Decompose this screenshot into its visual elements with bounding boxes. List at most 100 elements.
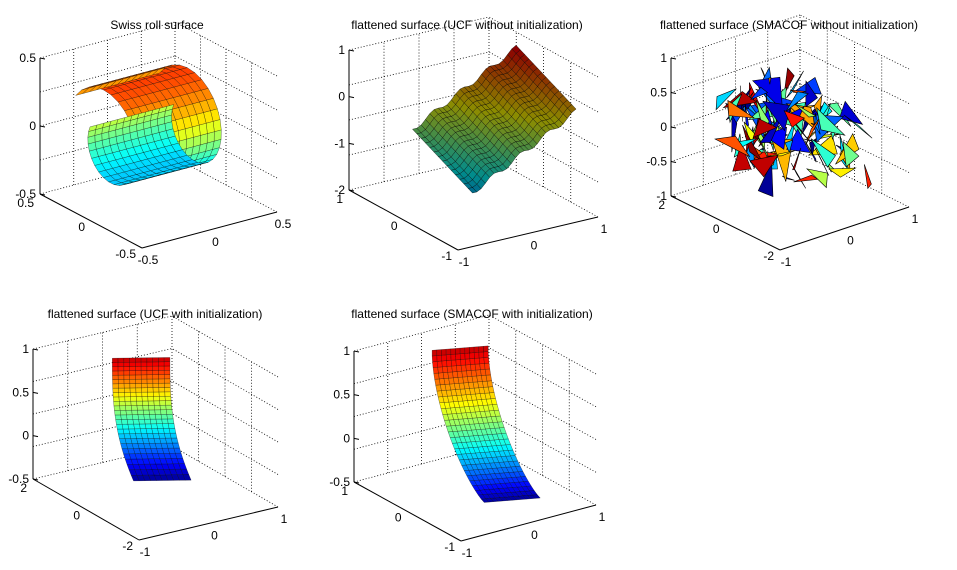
surface-patch [123, 361, 130, 367]
tick-mark [353, 437, 360, 440]
surface-patch [125, 405, 132, 411]
surface-patch [112, 392, 120, 398]
axis-line [141, 211, 278, 249]
surface-patch [153, 396, 160, 402]
surface-patch [144, 423, 153, 429]
surface-patch [783, 110, 806, 128]
tick-labels: 10.50-0.5-120-2 -101 [646, 51, 918, 269]
subplot-smacof-with-init: flattened surface (SMACOF with initializ… [329, 307, 605, 560]
surface-patch [113, 401, 120, 407]
surface-patch [141, 378, 148, 384]
surface-patch [135, 378, 142, 384]
x-tick-label: 1 [912, 212, 919, 226]
axis-line [39, 193, 143, 249]
axis-line [670, 195, 781, 251]
subplot-title: flattened surface (SMACOF without initia… [660, 18, 918, 32]
tick-mark [39, 125, 46, 128]
axis-line [138, 506, 279, 541]
surface-patch [132, 414, 139, 420]
z-tick-label: -1 [334, 136, 345, 150]
surface-patch [112, 383, 119, 389]
surface-patch [141, 391, 149, 397]
surface-patch [742, 124, 763, 162]
z-tick-label: -0.5 [646, 155, 667, 169]
surface-patch [164, 382, 171, 388]
surface-patch [158, 361, 165, 367]
surface-patch [159, 400, 167, 406]
surface-patch [152, 383, 160, 388]
surface-patch [129, 370, 136, 376]
y-tick-label: 0 [713, 222, 720, 236]
z-tick-label: 0 [29, 119, 36, 133]
surface-patch [793, 174, 819, 183]
grid-line [39, 89, 176, 127]
surface-patch [147, 400, 155, 406]
x-tick-label: 0 [531, 528, 538, 542]
tick-mark [353, 350, 360, 353]
surface-patch [152, 365, 159, 371]
surface-patch [450, 348, 456, 355]
surface-patch [464, 358, 471, 366]
surface-patch [484, 362, 491, 370]
surface-patch [155, 418, 163, 425]
surface-patch [135, 366, 142, 371]
tick-mark [670, 126, 677, 129]
surface-patch [473, 352, 480, 359]
surface-patch [123, 366, 130, 372]
surface-patch [114, 414, 122, 420]
surface-patch [138, 418, 146, 425]
surface-patch [159, 404, 167, 411]
surface-patch [142, 409, 150, 415]
x-tick-label: -0.5 [138, 253, 159, 267]
grid-line [799, 49, 910, 104]
surface-patch [162, 423, 170, 429]
surface-patch [152, 357, 159, 363]
tick-mark [39, 193, 46, 196]
surface-patch [112, 396, 120, 402]
surface-patch [115, 419, 123, 425]
z-tick-label: -0.5 [15, 187, 36, 201]
surface-patch [137, 409, 145, 415]
y-tick-label: -1 [441, 249, 452, 263]
axes-box [32, 315, 279, 541]
surface-patch [167, 423, 176, 429]
subplot-swiss-roll: Swiss roll surface 0.50-0.50.50-0.5 -0.50… [15, 18, 291, 267]
surface-patch [727, 99, 755, 119]
surface-patch [783, 67, 795, 95]
surface-patch [142, 400, 149, 406]
surface-patch [123, 379, 131, 384]
surface-patch [135, 383, 142, 389]
surface-patch [158, 387, 166, 393]
surface-patch [864, 164, 872, 190]
surface-patch [163, 374, 171, 380]
surface-patch [124, 400, 132, 406]
z-tick-label: 0.5 [12, 385, 29, 399]
surface-patch [445, 354, 452, 361]
surface-patch [473, 346, 480, 353]
surface-patch [146, 374, 154, 380]
surface-patch [161, 418, 169, 424]
tick-mark [670, 92, 677, 94]
surface-patch [132, 419, 140, 425]
tick-labels: 0.50-0.50.50-0.5 -0.500.5 [15, 51, 291, 267]
surface-patch [141, 383, 148, 389]
surface-patch [163, 357, 171, 363]
surface-patch [136, 400, 143, 406]
surface-patch [168, 428, 177, 434]
surface-patch [129, 357, 136, 363]
surface-patch [119, 410, 127, 416]
surface-patch [487, 386, 495, 394]
surface-patch [117, 366, 125, 372]
surface-patch [455, 359, 462, 366]
surface-patch [140, 370, 148, 376]
surface-patch [158, 374, 165, 380]
surface-patch [441, 354, 447, 362]
y-tick-label: -1 [444, 540, 455, 554]
surface-patch [130, 400, 138, 406]
surface-patch [469, 358, 476, 365]
surface-patch [152, 370, 159, 375]
surface-patch [455, 347, 461, 355]
surface-patch [483, 345, 489, 353]
surface-patch [126, 414, 134, 420]
surface-patch [450, 353, 457, 361]
